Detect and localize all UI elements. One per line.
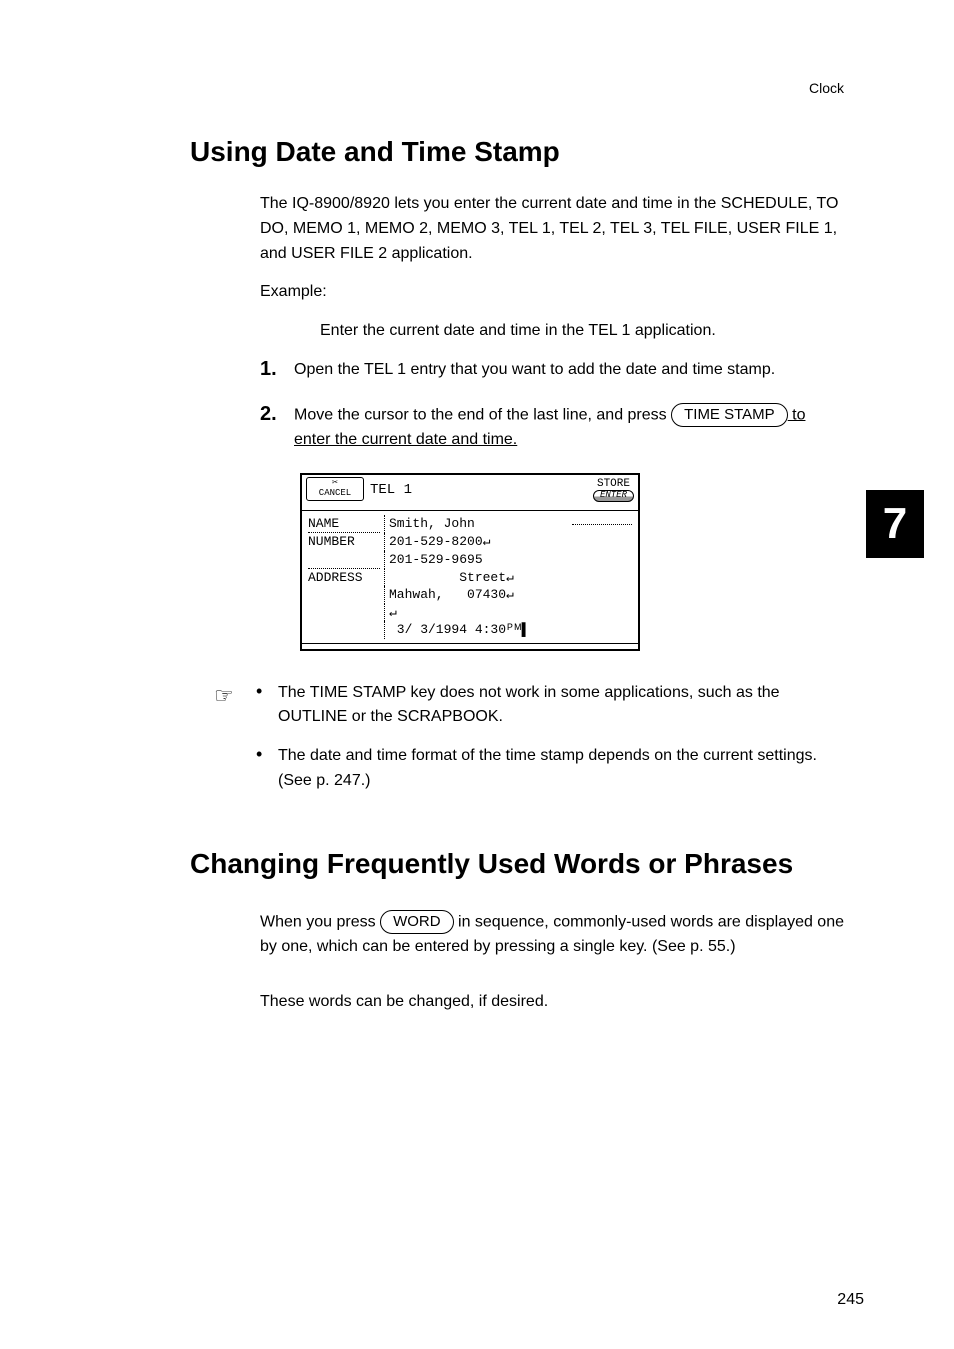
chapter-tab: 7: [866, 490, 924, 558]
address-value-3: ↵: [384, 604, 632, 622]
word-paragraph-1: When you press WORD in sequence, commonl…: [260, 910, 844, 960]
store-label: STORE: [597, 478, 630, 490]
address-value-4: 3/ 3/1994 4:30ᴾᴹ▌: [384, 621, 632, 639]
step-2-a: Move the cursor to the end of the last l…: [294, 406, 667, 423]
address-value-2: Mahwah, 07430↵: [384, 586, 632, 604]
step-2-text: Move the cursor to the end of the last l…: [294, 403, 844, 453]
note-block: ☞ • The TIME STAMP key does not work in …: [214, 681, 844, 808]
name-value: Smith, John: [384, 515, 632, 534]
empty-label: [308, 551, 380, 569]
cancel-label: CANCEL: [319, 488, 351, 498]
step-1: 1. Open the TEL 1 entry that you want to…: [260, 358, 844, 383]
enter-icon: ENTER: [593, 490, 634, 501]
header-section: Clock: [180, 60, 864, 96]
note-2: The date and time format of the time sta…: [278, 744, 844, 794]
example-label: Example:: [260, 280, 844, 305]
bullet-dot: •: [256, 681, 278, 731]
number-value-1: 201-529-8200↵: [384, 533, 632, 551]
word-p1-a: When you press: [260, 913, 380, 930]
name-label: NAME: [308, 515, 380, 534]
address-value-1: Street↵: [384, 569, 632, 587]
number-value-2: 201-529-9695: [384, 551, 632, 569]
title-word: Changing Frequently Used Words or Phrase…: [190, 848, 864, 880]
lcd-title: TEL 1: [364, 477, 593, 500]
address-label: ADDRESS: [308, 569, 380, 587]
step-1-num: 1.: [260, 358, 294, 381]
lcd-screenshot: ✂︎ CANCEL TEL 1 STORE ENTER NAME Smith, …: [300, 473, 640, 651]
time-stamp-key: TIME STAMP: [671, 403, 788, 428]
example-text: Enter the current date and time in the T…: [320, 319, 844, 344]
cancel-softkey: ✂︎ CANCEL: [306, 477, 364, 501]
step-2: 2. Move the cursor to the end of the las…: [260, 403, 844, 453]
bullet-dot: •: [256, 744, 278, 794]
page-number: 245: [837, 1291, 864, 1309]
hand-point-icon: ☞: [214, 681, 256, 808]
number-label: NUMBER: [308, 533, 380, 551]
store-softkey: STORE ENTER: [593, 477, 634, 502]
word-key: WORD: [380, 910, 454, 935]
word-paragraph-2: These words can be changed, if desired.: [260, 990, 844, 1015]
title-time-stamp: Using Date and Time Stamp: [190, 136, 864, 168]
intro-paragraph: The IQ-8900/8920 lets you enter the curr…: [260, 192, 844, 266]
step-2-num: 2.: [260, 403, 294, 426]
note-1: The TIME STAMP key does not work in some…: [278, 681, 844, 731]
step-1-text: Open the TEL 1 entry that you want to ad…: [294, 358, 844, 383]
